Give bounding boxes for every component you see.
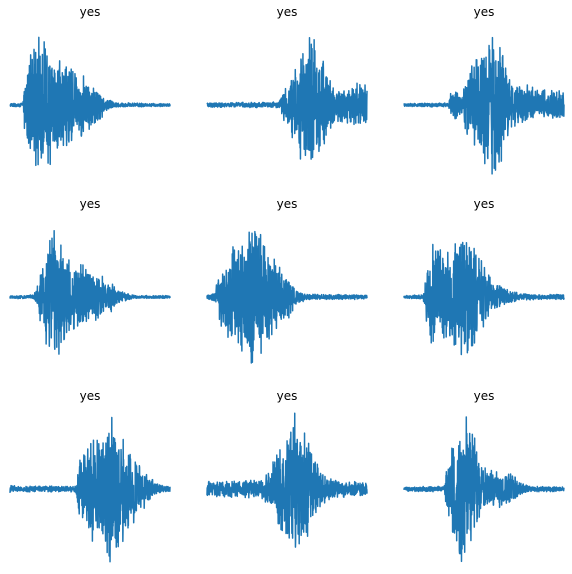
waveform-panel: yes <box>404 389 564 571</box>
panel-title: yes <box>404 197 564 211</box>
waveform-plot <box>10 215 170 379</box>
waveform-series-line <box>10 231 170 354</box>
waveform-panel: yes <box>404 197 564 379</box>
waveform-plot <box>404 23 564 187</box>
panel-title: yes <box>10 5 170 19</box>
waveform-panel: yes <box>207 389 367 571</box>
waveform-panel: yes <box>404 5 564 187</box>
waveform-series-line <box>404 417 564 561</box>
waveform-series-line <box>404 243 564 355</box>
waveform-panel: yes <box>10 389 170 571</box>
waveform-series-line <box>207 413 367 547</box>
waveform-panel: yes <box>207 5 367 187</box>
waveform-plot <box>10 23 170 187</box>
panel-title: yes <box>404 5 564 19</box>
waveform-plot <box>10 407 170 571</box>
waveform-series-line <box>10 37 170 165</box>
panel-title: yes <box>10 197 170 211</box>
panel-title: yes <box>207 389 367 403</box>
waveform-series-line <box>207 232 367 363</box>
waveform-series-line <box>404 38 564 174</box>
waveform-panel: yes <box>10 197 170 379</box>
panel-title: yes <box>207 197 367 211</box>
panel-title: yes <box>10 389 170 403</box>
waveform-panel: yes <box>10 5 170 187</box>
waveform-plot <box>404 407 564 571</box>
panel-title: yes <box>404 389 564 403</box>
waveform-plot <box>207 23 367 187</box>
waveform-series-line <box>10 418 170 562</box>
panel-title: yes <box>207 5 367 19</box>
waveform-plot <box>207 215 367 379</box>
waveform-series-line <box>207 38 367 159</box>
waveform-plot <box>404 215 564 379</box>
waveform-plot <box>207 407 367 571</box>
waveform-panel: yes <box>207 197 367 379</box>
